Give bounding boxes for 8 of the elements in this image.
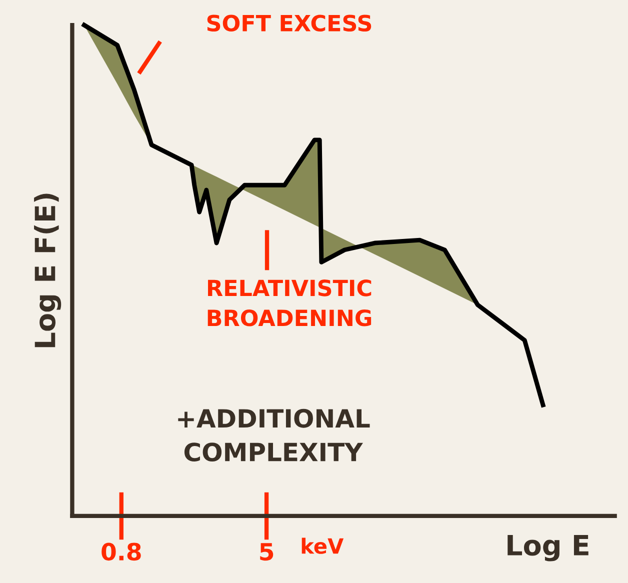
x-axis-title: Log E — [508, 535, 588, 562]
annotation: +ADDITIONAL COMPLEXITY — [178, 408, 370, 462]
x-tick-label: 5 — [260, 543, 274, 561]
annotation: RELATIVISTIC BROADENING — [208, 280, 372, 326]
x-tick-label: 0.8 — [102, 542, 141, 561]
text: keV — [302, 538, 344, 554]
annotation: SOFT EXCESS — [207, 14, 372, 32]
y-axis-title: Log E F(E) — [34, 194, 62, 348]
